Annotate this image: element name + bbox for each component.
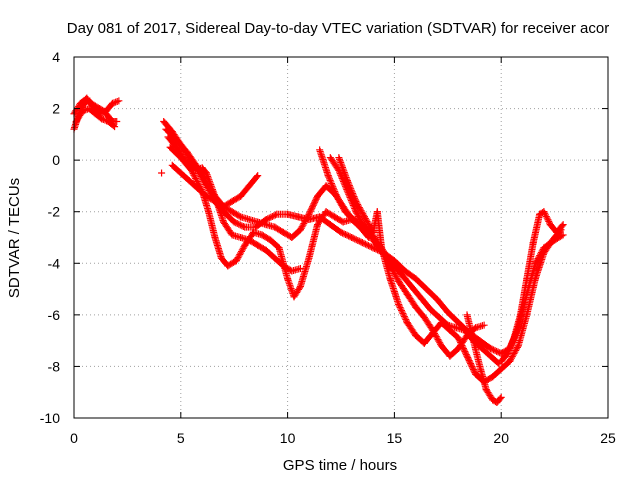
data-point	[202, 169, 219, 200]
data-point	[275, 244, 292, 283]
satellite-track-12	[335, 154, 565, 386]
data-point	[390, 257, 409, 275]
data-point	[422, 285, 441, 303]
y-tick-label: -2	[48, 204, 61, 220]
data-point	[412, 275, 430, 293]
data-point	[108, 97, 123, 107]
x-tick-label: 5	[177, 430, 185, 446]
data-point	[173, 136, 191, 156]
data-point	[463, 352, 480, 378]
data-point	[444, 308, 462, 327]
data-point	[232, 241, 249, 265]
data-point	[504, 334, 518, 358]
satellite-track-3	[72, 105, 119, 131]
x-tick-label: 0	[70, 430, 78, 446]
chart-title: Day 081 of 2017, Sidereal Day-to-day VTE…	[67, 20, 609, 37]
y-axis-label: SDTVAR / TECUs	[6, 178, 23, 298]
y-tick-label: -8	[48, 358, 61, 374]
data-point	[493, 393, 505, 407]
data-point	[352, 197, 368, 221]
x-tick-label: 25	[600, 430, 616, 446]
x-tick-label: 10	[280, 430, 296, 446]
data-point	[220, 208, 238, 226]
data-point	[352, 208, 368, 231]
data-point	[506, 342, 522, 365]
data-point	[386, 262, 403, 285]
data-point	[523, 239, 537, 283]
x-axis-label: GPS time / hours	[283, 457, 397, 474]
data-point	[220, 218, 236, 239]
data-point	[487, 352, 503, 368]
data-layer	[70, 94, 567, 407]
data-point	[378, 244, 394, 283]
data-point	[104, 117, 119, 131]
data-point	[395, 277, 411, 298]
y-tick-label: -10	[40, 410, 60, 426]
satellite-track-4	[158, 169, 166, 177]
data-point	[540, 236, 556, 257]
data-point	[305, 221, 322, 262]
data-point	[343, 177, 360, 205]
data-point	[296, 210, 313, 234]
data-point	[241, 228, 257, 249]
data-point	[420, 313, 437, 334]
data-point	[335, 154, 351, 185]
data-point	[523, 275, 539, 319]
satellite-track-14	[497, 208, 567, 365]
data-point	[162, 125, 181, 144]
satellite-track-8	[166, 143, 356, 301]
data-point	[472, 321, 488, 332]
y-tick-label: -4	[48, 255, 61, 271]
y-tick-label: 0	[52, 152, 60, 168]
data-point	[305, 192, 322, 218]
x-tick-label: 15	[387, 430, 403, 446]
y-tick-label: 4	[52, 49, 60, 65]
data-point	[177, 154, 195, 174]
data-point	[403, 319, 420, 339]
data-point	[333, 192, 349, 216]
data-point	[360, 223, 377, 244]
y-tick-label: -6	[48, 307, 61, 323]
satellite-track-2	[70, 94, 123, 118]
data-point	[158, 169, 166, 177]
data-point	[403, 290, 420, 311]
data-point	[433, 295, 452, 316]
data-point	[514, 311, 531, 350]
data-point	[288, 264, 304, 275]
data-point	[245, 172, 262, 190]
tick-layer: 0 5 10 15 20 25 -10 -8 -6 -4 -2 0 2 4	[40, 49, 616, 446]
data-point	[335, 166, 351, 195]
data-point	[395, 301, 411, 327]
plot-frame	[73, 56, 609, 419]
data-point	[553, 221, 567, 236]
x-tick-label: 20	[493, 430, 509, 446]
data-point	[326, 154, 343, 174]
data-point	[324, 172, 341, 200]
data-point	[166, 143, 185, 162]
data-point	[516, 275, 531, 319]
data-point	[454, 334, 471, 360]
satellite-track-13	[463, 311, 505, 407]
y-tick-label: 2	[52, 101, 60, 117]
data-point	[343, 187, 360, 216]
